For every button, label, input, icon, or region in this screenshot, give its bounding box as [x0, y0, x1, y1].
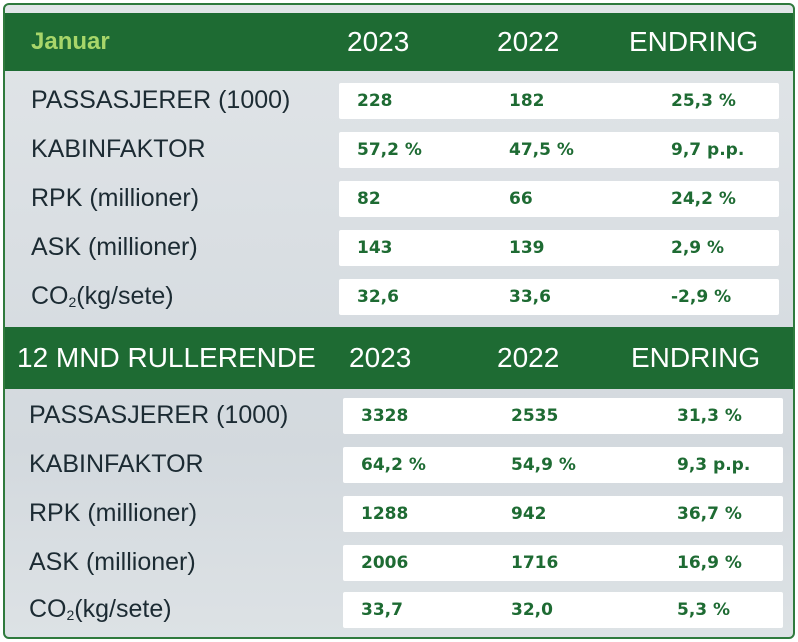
- value-change: 36,7 %: [677, 504, 742, 524]
- row-label: KABINFAKTOR: [31, 134, 206, 163]
- value-previous: 1716: [511, 553, 559, 573]
- value-cell-bg: [343, 398, 783, 434]
- co2-label-main: CO: [29, 594, 67, 623]
- value-previous: 32,0: [511, 600, 553, 620]
- table-row: RPK (millioner) 1288 942 36,7 %: [5, 490, 793, 536]
- row-label: KABINFAKTOR: [29, 449, 204, 478]
- monthly-header: Januar 2023 2022 ENDRING: [5, 13, 793, 71]
- value-previous: 54,9 %: [511, 455, 576, 475]
- value-previous: 942: [511, 504, 547, 524]
- value-current: 3328: [361, 406, 409, 426]
- value-change: 24,2 %: [671, 189, 736, 209]
- monthly-col-change: ENDRING: [629, 26, 759, 57]
- row-label: RPK (millioner): [29, 498, 198, 527]
- value-cell-bg: [343, 545, 783, 581]
- table-row: PASSASJERER (1000) 3328 2535 31,3 %: [5, 392, 793, 438]
- value-change: 2,9 %: [671, 238, 725, 258]
- rolling-col-previous: 2022: [497, 342, 560, 373]
- row-label: CO 2 (kg/sete): [31, 273, 174, 319]
- table-row: KABINFAKTOR 57,2 % 47,5 % 9,7 p.p.: [5, 126, 793, 172]
- table-row: CO 2 (kg/sete) 32,6 33,6 -2,9 %: [5, 273, 793, 319]
- co2-label-unit: (kg/sete): [76, 281, 174, 310]
- row-label: PASSASJERER (1000): [31, 85, 291, 114]
- rolling-col-current: 2023: [349, 342, 412, 373]
- value-change: 25,3 %: [671, 91, 736, 111]
- table-row: PASSASJERER (1000) 228 182 25,3 %: [5, 77, 793, 123]
- value-cell-bg: [339, 132, 779, 168]
- table-row: RPK (millioner) 82 66 24,2 %: [5, 175, 793, 221]
- value-cell-bg: [339, 230, 779, 266]
- traffic-statistics-table: Januar 2023 2022 ENDRING PASSASJERER (10…: [3, 3, 795, 639]
- table-row: CO 2 (kg/sete) 33,7 32,0 5,3 %: [5, 586, 793, 632]
- value-cell-bg: [343, 447, 783, 483]
- table-row: KABINFAKTOR 64,2 % 54,9 % 9,3 p.p.: [5, 441, 793, 487]
- value-current: 33,7: [361, 600, 403, 620]
- rolling-col-change: ENDRING: [631, 342, 761, 373]
- value-current: 82: [357, 189, 381, 209]
- value-cell-bg: [339, 181, 779, 217]
- value-change: 31,3 %: [677, 406, 742, 426]
- co2-label-subscript: 2: [66, 607, 75, 623]
- value-change: 16,9 %: [677, 553, 742, 573]
- monthly-period-label: Januar: [31, 28, 110, 55]
- value-change: -2,9 %: [671, 287, 732, 307]
- rolling-period-label: 12 MND RULLERENDE: [17, 342, 316, 373]
- row-label: RPK (millioner): [31, 183, 200, 212]
- row-label: PASSASJERER (1000): [29, 400, 289, 429]
- value-previous: 66: [509, 189, 533, 209]
- monthly-col-current: 2023: [347, 26, 410, 57]
- value-current: 228: [357, 91, 393, 111]
- value-current: 32,6: [357, 287, 399, 307]
- value-previous: 182: [509, 91, 545, 111]
- co2-label-subscript: 2: [68, 294, 77, 310]
- co2-label-main: CO: [31, 281, 69, 310]
- row-label: ASK (millioner): [29, 547, 196, 576]
- value-cell-bg: [339, 279, 779, 315]
- value-previous: 2535: [511, 406, 559, 426]
- value-previous: 33,6: [509, 287, 551, 307]
- value-current: 1288: [361, 504, 409, 524]
- row-label: ASK (millioner): [31, 232, 198, 261]
- value-cell-bg: [343, 496, 783, 532]
- monthly-col-previous: 2022: [497, 26, 560, 57]
- value-previous: 47,5 %: [509, 140, 574, 160]
- value-current: 143: [357, 238, 393, 258]
- value-cell-bg: [343, 592, 783, 628]
- table-row: ASK (millioner) 143 139 2,9 %: [5, 224, 793, 270]
- co2-label-unit: (kg/sete): [74, 594, 172, 623]
- table-row: ASK (millioner) 2006 1716 16,9 %: [5, 539, 793, 585]
- value-change: 9,3 p.p.: [677, 455, 751, 475]
- value-change: 5,3 %: [677, 600, 731, 620]
- rolling-header: 12 MND RULLERENDE 2023 2022 ENDRING: [5, 327, 793, 389]
- value-change: 9,7 p.p.: [671, 140, 745, 160]
- value-current: 57,2 %: [357, 140, 422, 160]
- value-previous: 139: [509, 238, 545, 258]
- value-cell-bg: [339, 83, 779, 119]
- value-current: 64,2 %: [361, 455, 426, 475]
- value-current: 2006: [361, 553, 409, 573]
- row-label: CO 2 (kg/sete): [29, 586, 172, 632]
